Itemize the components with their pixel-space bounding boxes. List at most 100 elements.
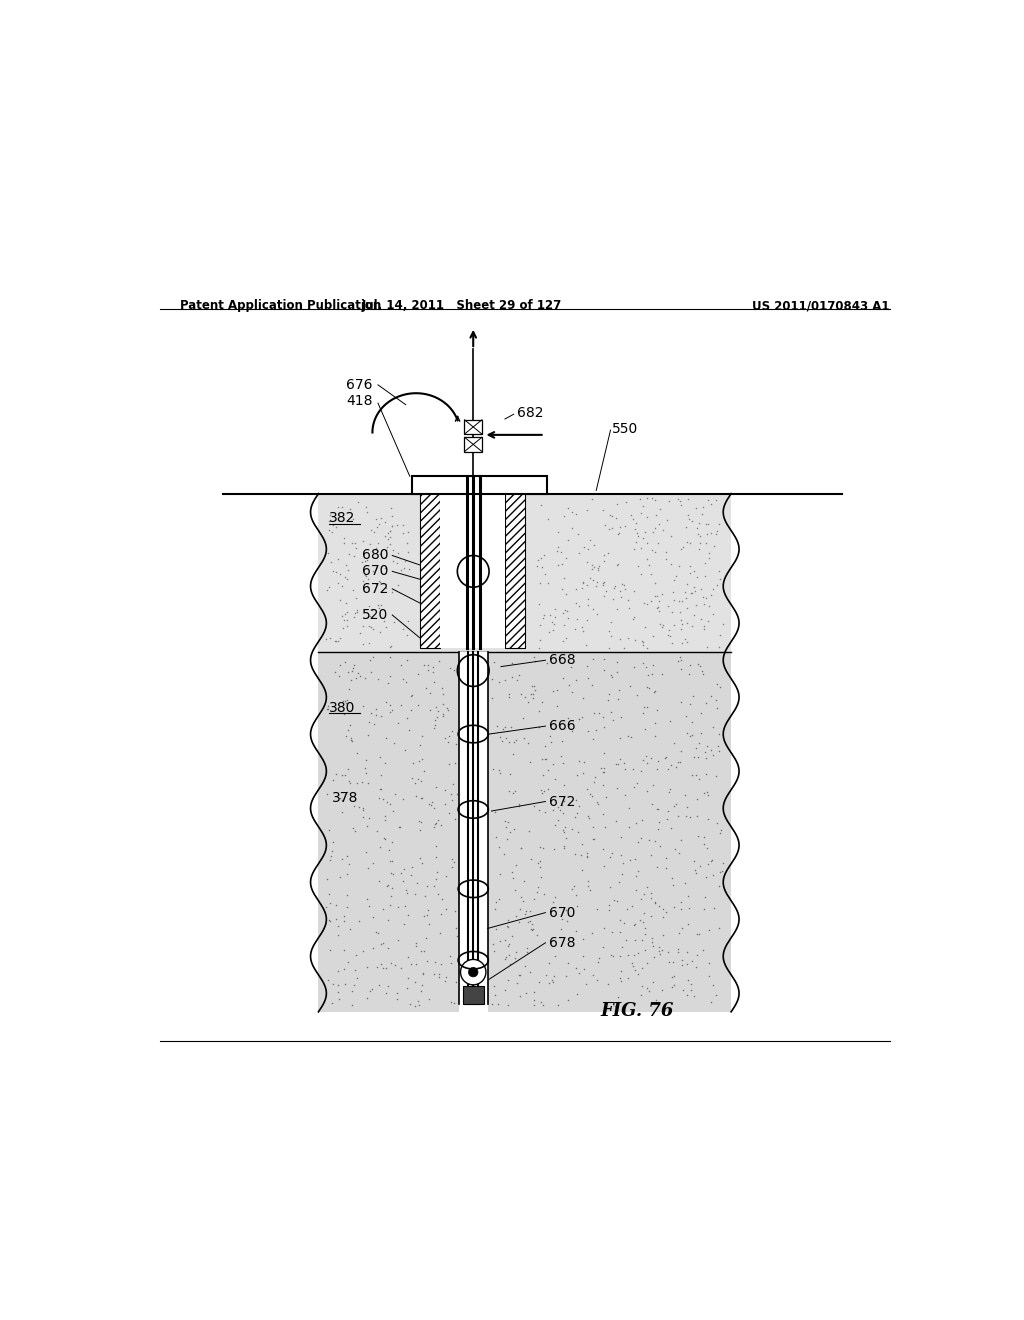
Point	[365, 853, 381, 874]
Point	[686, 576, 702, 597]
Point	[559, 529, 575, 550]
Point	[346, 974, 362, 995]
Point	[553, 744, 569, 766]
Text: 382: 382	[329, 511, 355, 525]
Point	[492, 931, 508, 952]
Point	[581, 808, 597, 829]
Point	[525, 647, 542, 668]
Point	[378, 578, 394, 599]
Point	[523, 919, 540, 940]
Point	[601, 895, 617, 916]
Point	[359, 569, 376, 590]
Point	[689, 517, 706, 539]
Point	[359, 502, 376, 523]
Point	[606, 577, 623, 598]
Point	[518, 941, 535, 962]
Point	[500, 969, 516, 990]
Point	[673, 741, 689, 762]
Point	[585, 558, 601, 579]
Point	[407, 883, 423, 904]
Point	[522, 849, 539, 870]
Point	[350, 911, 367, 932]
Point	[361, 649, 378, 671]
Point	[559, 911, 575, 932]
Point	[679, 985, 695, 1006]
Point	[413, 981, 429, 1002]
Point	[711, 917, 727, 939]
Point	[416, 655, 432, 676]
Point	[408, 936, 424, 957]
Point	[340, 560, 356, 581]
Point	[383, 952, 399, 973]
Point	[532, 991, 549, 1012]
Point	[435, 704, 452, 725]
Point	[593, 758, 609, 779]
Point	[702, 521, 719, 543]
Point	[384, 515, 400, 536]
Point	[697, 553, 714, 574]
Point	[616, 759, 633, 780]
Point	[644, 932, 660, 953]
Point	[627, 519, 643, 540]
Point	[686, 986, 702, 1007]
Point	[360, 858, 377, 879]
Point	[686, 605, 702, 626]
Point	[550, 554, 566, 576]
Point	[642, 887, 658, 908]
Point	[628, 532, 644, 553]
Point	[655, 907, 672, 928]
Point	[501, 944, 517, 965]
Point	[540, 779, 556, 800]
Point	[357, 750, 374, 771]
Point	[338, 593, 354, 614]
Point	[440, 803, 457, 824]
Point	[670, 651, 686, 672]
Point	[580, 807, 596, 828]
Point	[378, 957, 394, 978]
Point	[502, 821, 518, 842]
Point	[622, 676, 638, 697]
Point	[332, 627, 348, 648]
Point	[402, 865, 419, 886]
Point	[558, 583, 574, 605]
Point	[650, 937, 667, 958]
Point	[521, 751, 538, 772]
Point	[639, 664, 655, 685]
Point	[681, 898, 697, 919]
Point	[620, 945, 636, 966]
Point	[493, 763, 509, 784]
Point	[612, 586, 629, 607]
Point	[498, 946, 514, 968]
Point	[394, 619, 411, 640]
Point	[666, 966, 682, 987]
Point	[444, 849, 461, 870]
Point	[595, 500, 611, 521]
Point	[626, 776, 642, 797]
Point	[499, 828, 515, 849]
Point	[701, 595, 718, 616]
Point	[636, 697, 652, 718]
Point	[334, 576, 350, 597]
Point	[634, 527, 650, 548]
Point	[615, 574, 632, 595]
Point	[675, 536, 691, 557]
Point	[341, 771, 357, 792]
Point	[377, 809, 393, 830]
Point	[339, 845, 355, 866]
Point	[671, 923, 687, 944]
Point	[402, 685, 419, 706]
Point	[532, 572, 549, 593]
Point	[371, 513, 387, 535]
Point	[609, 777, 626, 799]
Point	[560, 498, 577, 519]
Point	[648, 799, 665, 820]
Point	[385, 863, 401, 884]
Point	[693, 578, 710, 599]
Point	[709, 697, 725, 718]
Text: FIG. 76: FIG. 76	[600, 1002, 674, 1020]
Point	[364, 661, 380, 682]
Point	[649, 532, 666, 553]
Point	[537, 735, 553, 756]
Point	[505, 781, 521, 803]
Point	[532, 850, 549, 871]
